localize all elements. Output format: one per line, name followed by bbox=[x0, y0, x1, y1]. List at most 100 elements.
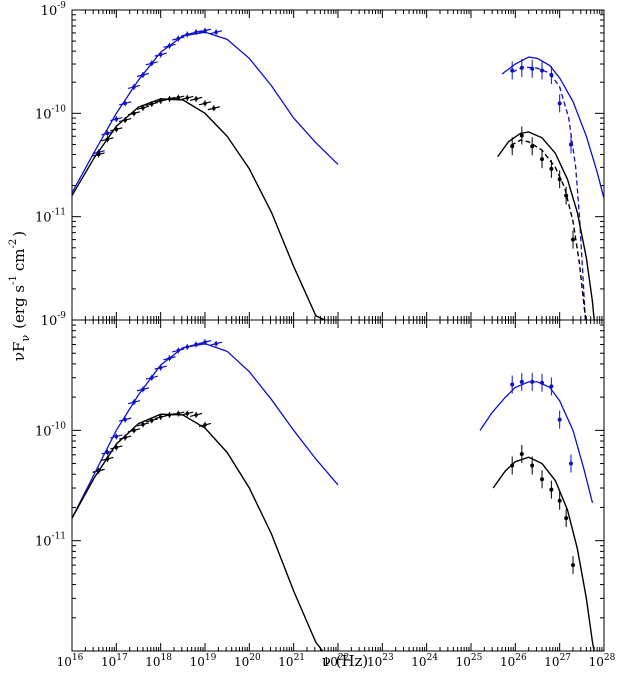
point-marker bbox=[557, 417, 562, 422]
x-tick-label: 1028 bbox=[589, 653, 616, 669]
data-point bbox=[564, 509, 569, 528]
x-tick-label: 1023 bbox=[367, 653, 394, 669]
point-marker bbox=[540, 68, 545, 73]
point-marker bbox=[510, 382, 515, 387]
y-tick-label: 10-9 bbox=[41, 1, 67, 19]
data-point bbox=[189, 95, 203, 102]
point-marker bbox=[158, 415, 163, 419]
data-point bbox=[207, 105, 220, 112]
point-marker bbox=[549, 166, 554, 171]
point-marker bbox=[530, 463, 535, 468]
point-marker bbox=[519, 452, 524, 457]
point-marker bbox=[114, 434, 119, 439]
data-point bbox=[530, 59, 535, 78]
series-curve bbox=[72, 31, 339, 194]
point-marker bbox=[105, 450, 110, 455]
data-point bbox=[568, 454, 573, 473]
point-marker bbox=[176, 95, 181, 100]
x-tick-label: 1019 bbox=[190, 653, 217, 669]
data-point bbox=[549, 480, 554, 499]
series-curve bbox=[72, 98, 325, 320]
x-tick-label: 1027 bbox=[544, 653, 571, 669]
data-point bbox=[540, 470, 545, 489]
data-point bbox=[198, 339, 212, 346]
x-axis-label: ν (Hz) bbox=[322, 652, 369, 670]
point-marker bbox=[141, 422, 145, 427]
x-tick-label: 1021 bbox=[278, 653, 305, 669]
point-marker bbox=[212, 106, 216, 111]
point-marker bbox=[203, 340, 207, 344]
y-axis-label-text: νFν(erg s-1cm-2) bbox=[8, 231, 32, 361]
series-curve bbox=[72, 343, 339, 519]
plot-frame bbox=[71, 319, 605, 652]
data-point bbox=[557, 170, 562, 189]
data-point bbox=[181, 94, 194, 101]
y-tick-label: 10-11 bbox=[35, 532, 66, 550]
x-tick-label: 1026 bbox=[500, 653, 527, 669]
data-point bbox=[540, 61, 545, 80]
data-point bbox=[557, 491, 562, 510]
data-point bbox=[519, 372, 524, 391]
data-point bbox=[209, 340, 223, 347]
point-marker bbox=[141, 106, 145, 110]
data-point bbox=[571, 230, 576, 249]
y-tick-label: 10-10 bbox=[35, 421, 66, 439]
point-marker bbox=[557, 498, 562, 503]
x-tick-label: 1020 bbox=[234, 653, 261, 669]
plot-area bbox=[72, 27, 604, 320]
point-marker bbox=[540, 157, 545, 162]
data-point bbox=[189, 411, 203, 418]
point-marker bbox=[519, 379, 524, 384]
point-marker bbox=[149, 418, 154, 423]
x-tick-label: 1016 bbox=[57, 653, 84, 669]
series-curve bbox=[72, 413, 324, 651]
data-point bbox=[510, 61, 515, 80]
point-marker bbox=[158, 99, 163, 103]
point-marker bbox=[214, 30, 218, 34]
series-curve bbox=[479, 381, 594, 504]
point-marker bbox=[203, 101, 207, 106]
x-tick-label: 1018 bbox=[145, 653, 172, 669]
point-marker bbox=[557, 101, 562, 106]
x-tick-label: 1025 bbox=[456, 653, 483, 669]
point-marker bbox=[540, 477, 545, 482]
y-axis-label: νFν(erg s-1cm-2) bbox=[8, 231, 32, 361]
y-tick-label: 10-10 bbox=[35, 104, 66, 122]
data-point bbox=[209, 29, 223, 36]
data-point bbox=[557, 410, 562, 429]
point-marker bbox=[203, 423, 207, 427]
x-tick-label: 1017 bbox=[101, 653, 128, 669]
series-curve bbox=[497, 131, 595, 320]
point-marker bbox=[194, 97, 198, 101]
point-marker bbox=[549, 487, 554, 492]
axis-labels: ν (Hz) νFν(erg s-1cm-2) bbox=[8, 231, 368, 670]
y-tick-label: 10-11 bbox=[35, 208, 66, 226]
panel-bottom: 10-9 10-10 10-11 1016 1017 1018 1019 1020 1021 10… bbox=[35, 311, 616, 669]
data-point bbox=[557, 94, 562, 113]
data-point bbox=[571, 556, 576, 575]
panel-top: 10-9 10-10 10-11 bbox=[35, 1, 605, 321]
point-marker bbox=[571, 237, 576, 242]
data-point bbox=[530, 137, 535, 156]
point-marker bbox=[564, 516, 569, 521]
point-marker bbox=[519, 133, 524, 138]
x-tick-label: 1022 bbox=[323, 653, 350, 669]
plot-area bbox=[72, 339, 595, 651]
point-marker bbox=[568, 461, 573, 466]
point-marker bbox=[194, 413, 198, 417]
point-marker bbox=[185, 96, 190, 100]
y-tick-label: 10-9 bbox=[41, 311, 67, 329]
point-marker bbox=[214, 341, 218, 346]
point-marker bbox=[114, 117, 119, 121]
x-tick-label: 1024 bbox=[411, 653, 438, 669]
series-curve bbox=[501, 56, 604, 199]
data-point bbox=[136, 421, 150, 428]
series-curve bbox=[492, 456, 595, 651]
point-marker bbox=[571, 563, 576, 568]
data-point bbox=[519, 126, 524, 145]
data-point bbox=[198, 100, 212, 107]
point-marker bbox=[105, 131, 110, 136]
data-point bbox=[540, 150, 545, 169]
